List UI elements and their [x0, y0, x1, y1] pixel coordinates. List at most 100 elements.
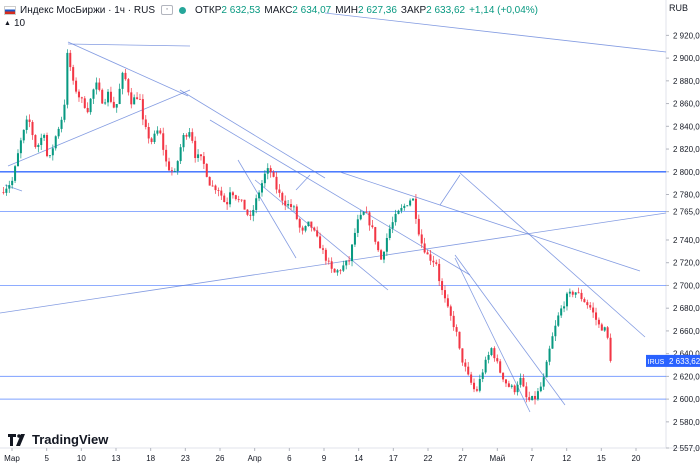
- candle-body: [301, 227, 304, 231]
- candle-body: [551, 336, 554, 349]
- candle-body: [371, 225, 374, 228]
- time-tick-label: 20: [632, 454, 641, 463]
- last-price-symbol-box: [646, 354, 666, 367]
- candle-body: [168, 161, 171, 171]
- candle-body: [298, 219, 301, 228]
- candle-body: [487, 355, 490, 360]
- currency-label[interactable]: RUB: [668, 3, 688, 13]
- candle-body: [179, 147, 182, 162]
- trendline: [67, 43, 191, 47]
- candle-body: [284, 200, 287, 206]
- price-tick-label: 2 800,00: [673, 168, 700, 177]
- symbol-title[interactable]: Индекс МосБиржи · 1ч · RUS: [20, 4, 156, 16]
- candle-body: [214, 185, 217, 191]
- candle-body: [438, 263, 441, 282]
- candle-body: [426, 252, 429, 255]
- candle-body: [165, 149, 168, 162]
- price-axis[interactable]: 2 557,00 2 580,00 2 600,00 2 620,00 2 640,00…: [666, 31, 700, 453]
- market-open-dot-icon: [179, 6, 187, 14]
- candle-body: [121, 72, 124, 89]
- candle-body: [156, 130, 159, 134]
- candle-body: [563, 306, 566, 309]
- candle-body: [446, 298, 449, 307]
- candle-body: [365, 211, 368, 213]
- candle-body: [475, 389, 478, 391]
- tradingview-logo: TradingView: [8, 432, 108, 447]
- candle-body: [118, 88, 121, 105]
- trendline: [4, 184, 23, 192]
- price-tick-label: 2 880,00: [673, 77, 700, 86]
- candle-body: [101, 89, 104, 104]
- candle-body: [513, 385, 516, 393]
- candle-body: [528, 397, 531, 401]
- candle-body: [223, 195, 226, 203]
- candle-body: [536, 391, 539, 400]
- tradingview-logo-icon: [8, 433, 25, 446]
- horizontal-levels[interactable]: [0, 171, 666, 400]
- symbol-header[interactable]: Индекс МосБиржи · 1ч · RUS ◦ ОТКР 2 632,…: [4, 2, 538, 18]
- candle-body: [220, 190, 223, 196]
- candle-body: [321, 248, 324, 250]
- candle-body: [400, 207, 403, 211]
- candle-body: [577, 292, 580, 294]
- candle-body: [423, 243, 426, 253]
- candle-body: [473, 382, 476, 390]
- candle-body: [16, 153, 19, 167]
- candle-body: [263, 173, 266, 184]
- candle-body: [109, 91, 112, 102]
- candle-body: [112, 101, 115, 108]
- trendline: [339, 171, 641, 272]
- candle-body: [46, 134, 49, 157]
- candle-body: [252, 209, 255, 216]
- change-value: +1,14 (+0,04%): [469, 4, 539, 16]
- candle-body: [5, 188, 8, 193]
- candle-body: [606, 327, 609, 338]
- candle-body: [194, 140, 197, 158]
- price-tick-label: 2 920,00: [673, 31, 700, 40]
- chevron-up-icon: ▲: [4, 20, 11, 27]
- russia-flag-icon: [4, 5, 16, 15]
- candle-body: [266, 168, 269, 174]
- price-tick-label: 2 680,00: [673, 304, 700, 313]
- time-tick-label: 6: [287, 454, 292, 463]
- candle-body: [414, 198, 417, 219]
- candle-body: [136, 97, 139, 99]
- candle-body: [141, 99, 144, 120]
- candle-body: [63, 104, 66, 120]
- candle-body: [336, 270, 339, 273]
- candle-body: [150, 138, 153, 143]
- candle-body: [19, 140, 22, 154]
- candle-body: [539, 386, 542, 392]
- trendlines[interactable]: [0, 12, 667, 413]
- candle-body: [182, 135, 185, 148]
- candle-body: [92, 89, 95, 99]
- trendline: [459, 172, 646, 338]
- candle-body: [609, 337, 612, 361]
- candle-body: [356, 219, 359, 233]
- candle-body: [246, 209, 249, 215]
- open-label: ОТКР: [195, 4, 222, 16]
- candle-body: [554, 325, 557, 337]
- price-tick-label: 2 720,00: [673, 259, 700, 268]
- candle-body: [441, 281, 444, 291]
- candle-body: [278, 189, 281, 193]
- candle-body: [162, 133, 165, 150]
- candle-body: [490, 348, 493, 356]
- candle-body: [231, 192, 234, 196]
- candle-body: [28, 119, 31, 122]
- candle-body: [458, 331, 461, 349]
- price-tick-label: 2 780,00: [673, 191, 700, 200]
- eye-icon[interactable]: ◦: [161, 5, 174, 15]
- indicator-toggle[interactable]: ▲ 10: [4, 18, 25, 29]
- candle-body: [310, 221, 313, 228]
- candle-body: [443, 290, 446, 299]
- time-axis[interactable]: Мар 5 10 13 18 23 26 Апр 6 9 14 17 22 27 Май 7 12 15 20: [4, 448, 641, 463]
- candle-body: [345, 260, 348, 266]
- candle-body: [69, 52, 72, 68]
- candle-body: [138, 98, 141, 100]
- close-value: 2 633,62: [426, 4, 466, 16]
- candle-body: [362, 211, 365, 215]
- candle-body: [86, 107, 89, 113]
- candle-body: [353, 232, 356, 245]
